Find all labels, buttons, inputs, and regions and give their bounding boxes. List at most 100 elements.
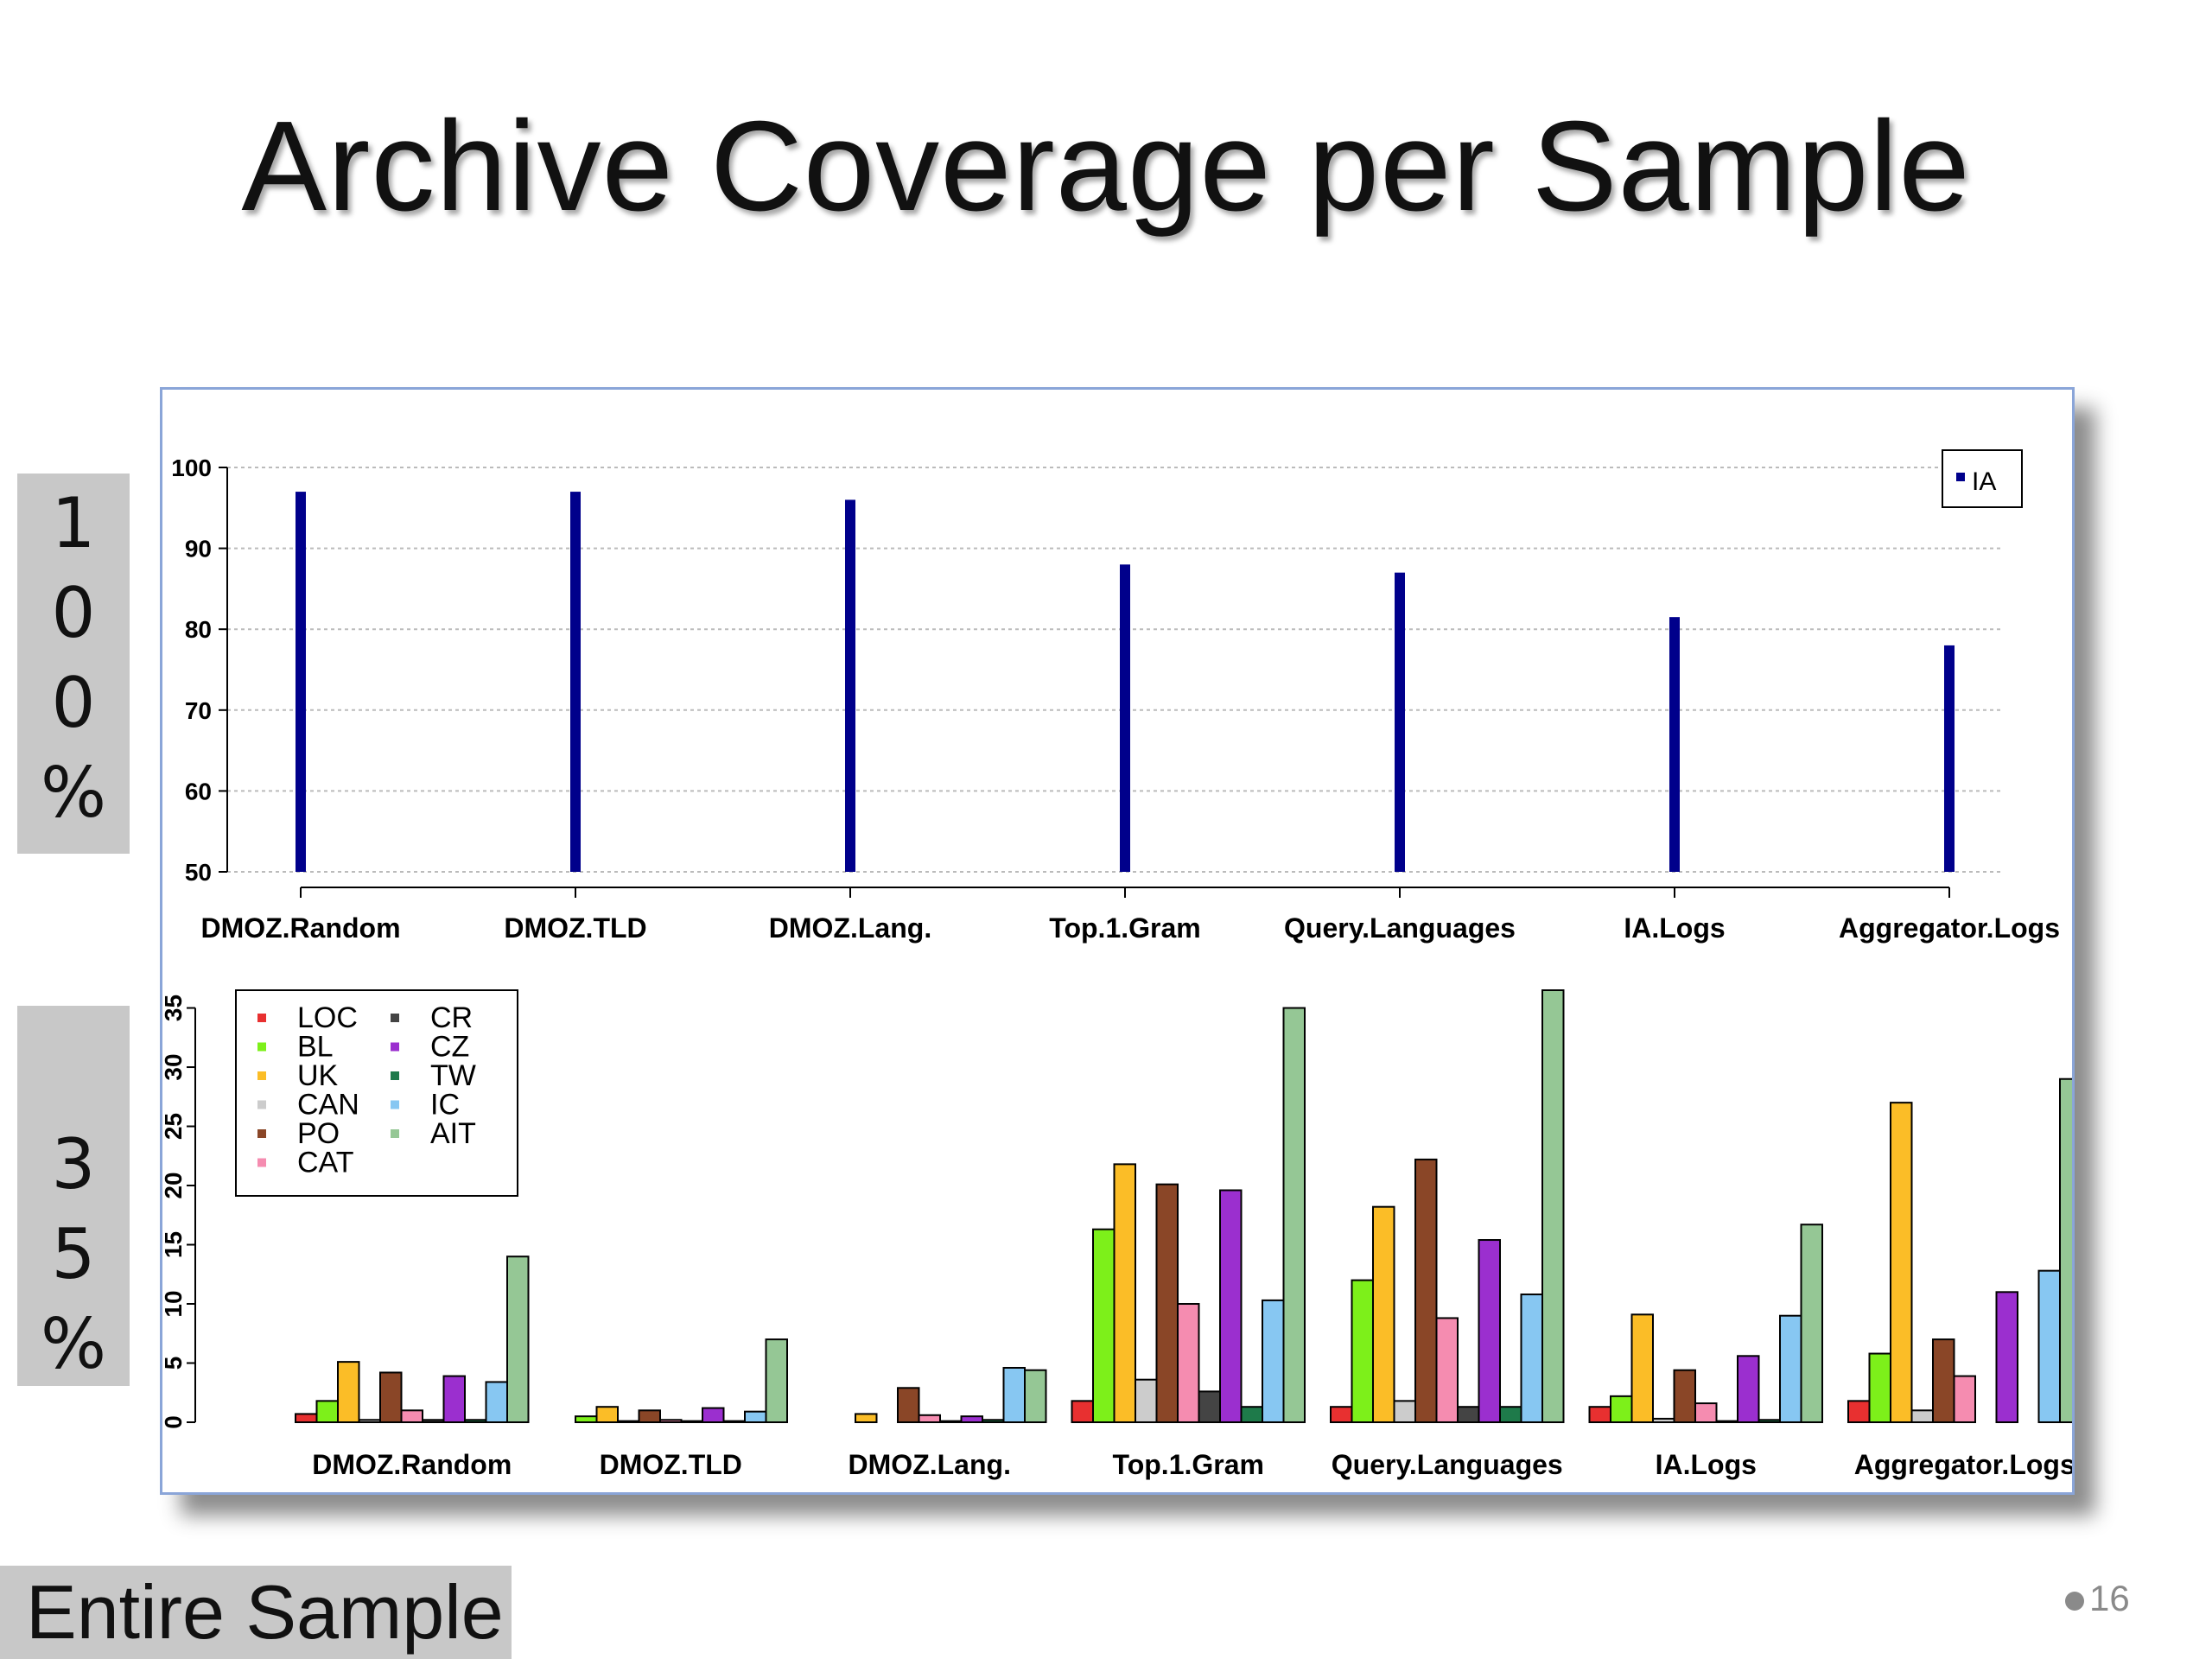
legend-swatch — [257, 1014, 266, 1022]
bar-ia — [296, 492, 306, 872]
bar-tw — [1758, 1419, 1781, 1423]
bar-ia — [1944, 645, 1955, 872]
bar-ic — [1520, 1294, 1543, 1424]
bar-bl — [1868, 1352, 1891, 1424]
bar-cz — [960, 1415, 983, 1423]
side-label-char: % — [40, 1304, 106, 1384]
bar-ic — [744, 1410, 767, 1424]
x-tick-label: Query.Languages — [1332, 1449, 1563, 1480]
bar-cr — [939, 1420, 963, 1423]
footer-label: Entire Sample — [0, 1566, 512, 1659]
bar-tw — [722, 1420, 746, 1423]
bar-cat — [1435, 1317, 1459, 1423]
bar-ait — [506, 1255, 530, 1423]
bar-cat — [659, 1419, 683, 1423]
side-label-char: 3 — [51, 1124, 96, 1205]
bar-tw — [464, 1419, 487, 1423]
bar-loc — [1330, 1406, 1353, 1423]
x-tick-label: DMOZ.Random — [312, 1449, 512, 1480]
bar-uk — [337, 1361, 360, 1423]
bar-bl — [1610, 1395, 1633, 1424]
bar-can — [1652, 1417, 1675, 1423]
legend-label: BL — [297, 1031, 334, 1064]
bar-tw — [1499, 1406, 1522, 1423]
legend-label: UK — [297, 1059, 339, 1092]
x-tick-label: DMOZ.TLD — [504, 912, 646, 944]
y-tick-label: 35 — [162, 995, 187, 1021]
side-label-char: 1 — [51, 483, 96, 563]
legend-swatch — [257, 1100, 266, 1109]
bar-ait — [765, 1338, 788, 1424]
bar-cr — [1715, 1420, 1738, 1423]
bar-cz — [1995, 1291, 2018, 1423]
x-tick-label: IA.Logs — [1624, 912, 1725, 944]
bar-bl — [575, 1415, 598, 1423]
bar-can — [1135, 1378, 1158, 1424]
bar-ic — [485, 1381, 508, 1424]
bar-po — [1673, 1369, 1696, 1424]
bar-cz — [1478, 1239, 1501, 1423]
legend-label: CAN — [297, 1089, 359, 1122]
side-label-char: 0 — [51, 663, 96, 743]
archive-coverage-chart: 0 5 10 15 20 25 30 35 DMOZ.Random DMOZ.TLD DMOZ.La… — [160, 989, 2082, 1480]
bar-ic — [1002, 1366, 1026, 1424]
bar-cat — [918, 1414, 941, 1423]
bar-can — [358, 1419, 381, 1423]
bar-ic — [1262, 1299, 1285, 1423]
bar-loc — [1071, 1400, 1094, 1423]
legend-label: IA — [1972, 467, 1996, 496]
bar-cz — [1737, 1355, 1760, 1424]
bar-po — [1414, 1158, 1438, 1423]
y-tick-label: 5 — [162, 1357, 187, 1370]
y-tick-label: 70 — [185, 697, 212, 724]
x-tick-label: Top.1.Gram — [1113, 1449, 1264, 1480]
bar-tw — [982, 1419, 1005, 1423]
page-dot-icon — [2065, 1591, 2084, 1611]
legend-swatch — [391, 1042, 399, 1052]
legend-label: CR — [430, 1001, 473, 1034]
legend-label: LOC — [297, 1001, 358, 1034]
bar-ia — [1120, 564, 1130, 872]
bar-uk — [1372, 1205, 1395, 1423]
bar-uk — [595, 1406, 619, 1423]
y-tick-label: 30 — [162, 1053, 187, 1080]
legend-swatch — [391, 1071, 399, 1080]
y-tick-label: 20 — [162, 1172, 187, 1198]
legend-label: AIT — [430, 1117, 476, 1150]
bar-ia — [570, 492, 581, 872]
legend-label: PO — [297, 1117, 340, 1150]
bar-ia — [1669, 617, 1680, 872]
y-tick-label: 25 — [162, 1113, 187, 1140]
x-tick-label: DMOZ.TLD — [600, 1449, 742, 1480]
bar-po — [1155, 1183, 1179, 1423]
bar-ait — [1541, 989, 1565, 1423]
x-tick-label: IA.Logs — [1656, 1449, 1757, 1480]
bar-cat — [1953, 1375, 1976, 1423]
legend-swatch — [391, 1100, 399, 1109]
bar-loc — [1847, 1400, 1871, 1423]
y-tick-label: 10 — [162, 1290, 187, 1317]
bar-cz — [702, 1407, 725, 1424]
bar-po — [638, 1409, 661, 1424]
legend-swatch — [391, 1129, 399, 1138]
x-tick-label: DMOZ.Lang. — [769, 912, 931, 944]
bar-bl — [1092, 1228, 1116, 1424]
bar-loc — [1588, 1406, 1611, 1423]
bar-loc — [295, 1413, 318, 1424]
y-tick-label: 0 — [162, 1415, 187, 1429]
bar-ia — [845, 499, 855, 872]
legend-label: TW — [430, 1059, 476, 1092]
bar-uk — [1630, 1313, 1654, 1423]
x-tick-label: Aggregator.Logs — [1854, 1449, 2072, 1480]
legend-swatch — [257, 1158, 266, 1167]
legend-swatch — [1956, 473, 1965, 481]
legend-label: IC — [430, 1089, 460, 1122]
bar-cz — [442, 1375, 466, 1423]
bar-cat — [1177, 1303, 1200, 1423]
y-tick-label: 90 — [185, 536, 212, 563]
y-tick-label: 100 — [171, 454, 212, 481]
bar-cat — [400, 1409, 423, 1424]
legend-swatch — [257, 1042, 266, 1052]
legend-swatch — [257, 1071, 266, 1080]
legend-label: CZ — [430, 1031, 469, 1064]
